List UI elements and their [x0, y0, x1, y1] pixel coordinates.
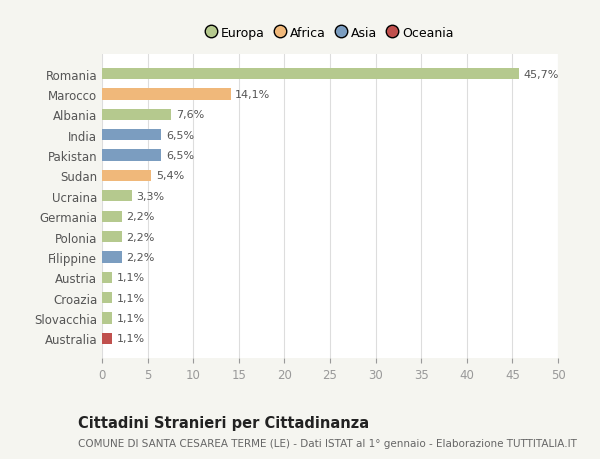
Legend: Europa, Africa, Asia, Oceania: Europa, Africa, Asia, Oceania [201, 22, 459, 45]
Text: 6,5%: 6,5% [166, 130, 194, 140]
Text: 6,5%: 6,5% [166, 151, 194, 161]
Text: 1,1%: 1,1% [116, 273, 145, 283]
Text: 1,1%: 1,1% [116, 313, 145, 323]
Bar [102, 272, 112, 283]
Text: 5,4%: 5,4% [156, 171, 184, 181]
Bar [102, 211, 122, 222]
Bar [102, 110, 172, 121]
Text: 3,3%: 3,3% [137, 191, 165, 202]
Text: 1,1%: 1,1% [116, 334, 145, 344]
Text: 7,6%: 7,6% [176, 110, 204, 120]
Text: 1,1%: 1,1% [116, 293, 145, 303]
Text: Cittadini Stranieri per Cittadinanza: Cittadini Stranieri per Cittadinanza [78, 415, 369, 431]
Text: 2,2%: 2,2% [127, 212, 155, 222]
Bar [102, 150, 161, 161]
Text: 45,7%: 45,7% [523, 69, 559, 79]
Bar [102, 292, 112, 303]
Bar [102, 130, 161, 141]
Text: 2,2%: 2,2% [127, 232, 155, 242]
Bar [102, 170, 151, 182]
Bar [102, 333, 112, 344]
Bar [102, 313, 112, 324]
Bar [102, 69, 519, 80]
Text: 14,1%: 14,1% [235, 90, 271, 100]
Text: COMUNE DI SANTA CESAREA TERME (LE) - Dati ISTAT al 1° gennaio - Elaborazione TUT: COMUNE DI SANTA CESAREA TERME (LE) - Dat… [78, 438, 577, 448]
Bar [102, 231, 122, 243]
Text: 2,2%: 2,2% [127, 252, 155, 263]
Bar [102, 191, 132, 202]
Bar [102, 89, 230, 101]
Bar [102, 252, 122, 263]
